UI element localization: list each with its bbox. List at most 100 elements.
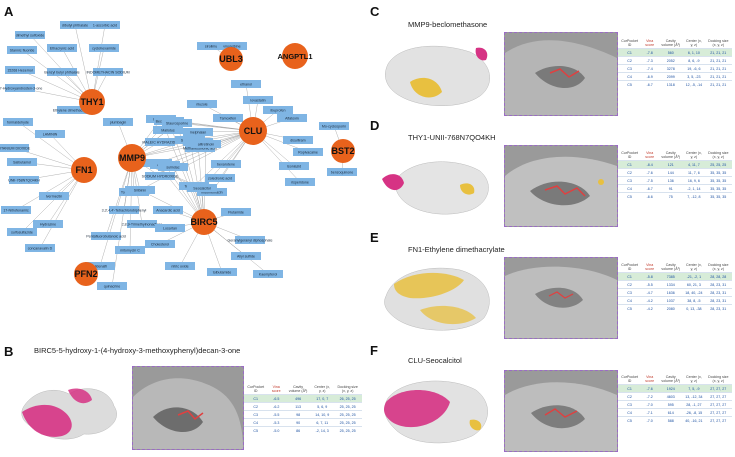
table-cell: -5.5: [641, 280, 659, 289]
hub-label: BIRC5: [190, 217, 217, 227]
drug-node: [57, 106, 87, 114]
hub-label: CLU: [244, 126, 263, 136]
table-cell: 40, -16, 21: [683, 416, 705, 424]
network-edge: [91, 24, 106, 103]
panel-d-docking-table: CurPocket ID Vina score Cavity volume (Å³)…: [618, 150, 732, 200]
drug-label: Losartan: [163, 226, 177, 230]
drug-label: alitretinoin: [198, 142, 214, 146]
drug-node: [263, 106, 293, 114]
drug-label: Benzyl butyl phthalate: [44, 70, 79, 74]
table-cell: -5.5: [267, 410, 286, 419]
network-edge: [168, 120, 205, 223]
drug-node: [89, 44, 119, 52]
table-header-cell: Center (x, y, z): [686, 263, 702, 271]
drug-label: Geranylgeranyl diphosphate: [228, 238, 273, 242]
table-cell: -7.0: [641, 416, 659, 424]
drug-node: [183, 128, 213, 136]
table-row: C3 -7.4 3278 19, -6, 6 21, 21, 21: [618, 64, 732, 73]
drug-node: [283, 136, 313, 144]
drug-node: [153, 126, 183, 134]
table-cell: 35, 35, 35: [704, 168, 732, 177]
table-cell: 27, 27, 27: [704, 384, 732, 393]
table-row: C3 -4.7 1636 18, 40, -24 28, 23, 31: [618, 288, 732, 297]
panel-label-e: E: [370, 230, 379, 245]
table-cell: C2: [618, 56, 642, 65]
table-cell: 6, 7, 11: [311, 418, 334, 427]
drug-label: Mo-cyclosporin: [322, 124, 346, 128]
table-header-cell: Vina score: [645, 151, 655, 159]
table-cell: C5: [618, 80, 642, 88]
table-cell: 496: [285, 394, 312, 403]
table-cell: -5.8: [641, 272, 659, 281]
table-cell: 1318: [658, 80, 684, 88]
panel-d-protein-structure: [382, 161, 489, 215]
drug-label: ibuprofen: [271, 108, 286, 112]
drug-label: MALEIC HYDRAZIDE: [142, 140, 178, 144]
table-row: C2 -7.6 144 11, 7, 6 35, 35, 35: [618, 168, 732, 177]
drug-node: [91, 232, 121, 240]
table-row: C1 -7.6 1924 7, 5, -9 27, 27, 27: [618, 384, 732, 393]
table-cell: C2: [618, 168, 642, 177]
drug-label: 1-ascorbic acid: [93, 23, 117, 27]
drug-node: [165, 262, 195, 270]
table-cell: 21, 21, 21: [704, 48, 732, 57]
drug-label: tolbutamide: [213, 270, 232, 274]
drug-node: [213, 114, 243, 122]
hub-node: [331, 139, 355, 163]
panel-label-a: A: [4, 4, 14, 19]
drug-node: [187, 184, 217, 192]
table-cell: -6.5: [267, 394, 286, 403]
table-cell: -7.6: [641, 384, 659, 393]
table-row: C5 -7.0 588 40, -16, 21 27, 27, 27: [618, 416, 732, 424]
table-row: C1 -5.8 7385 -21, -2, 1 28, 28, 28: [618, 272, 732, 281]
drug-label: 2,8,9-Trimethylnonadiene: [122, 222, 163, 226]
panel-e-protein-structure: [384, 267, 490, 331]
drug-node: [103, 118, 133, 126]
drug-label: 17-Hydroxyandrosten-3-one: [0, 86, 42, 90]
panel-c-docking-table: CurPocket ID Vina score Cavity volume (Å³)…: [618, 38, 732, 88]
table-cell: 144: [658, 168, 684, 177]
table-cell: 2052: [658, 56, 684, 65]
hub-node: [282, 43, 308, 69]
table-cell: 0, 13, -38: [683, 304, 705, 312]
drug-node: [5, 66, 35, 74]
table-cell: 27, 27, 27: [704, 408, 732, 417]
drug-label: riluzole: [196, 102, 207, 106]
table-header-cell: Center (x, y, z): [686, 39, 702, 47]
table-header-row: CurPocket ID Vina score Cavity volume (Å³)…: [618, 150, 732, 161]
table-cell: 86: [285, 426, 312, 434]
drug-node: [25, 244, 55, 252]
table-row: C1 -8.4 121 4, 11, 7 25, 25, 25: [618, 160, 732, 169]
drug-node: [155, 224, 185, 232]
table-header-cell: Vina score: [271, 385, 281, 393]
hub-node: [191, 209, 217, 235]
table-header-cell: Center (x, y, z): [686, 375, 702, 383]
table-cell: -7.3: [641, 56, 659, 65]
table-cell: 7, -12, 8: [683, 192, 705, 200]
table-cell: 11, 7, 6: [683, 168, 705, 177]
table-cell: C3: [618, 288, 642, 297]
network-edge: [39, 169, 85, 249]
hub-node: [71, 157, 97, 183]
drug-node: [191, 140, 221, 148]
table-cell: -6.9: [641, 72, 659, 81]
panel-e-zoom-view: [504, 257, 618, 339]
drug-label: Mallotus: [161, 128, 175, 132]
drug-label: disulfiram: [290, 138, 305, 142]
drug-node: [279, 162, 309, 170]
table-header-cell: Vina score: [645, 39, 655, 47]
table-cell: C3: [618, 176, 642, 185]
network-edge: [189, 139, 205, 223]
network-edge: [19, 69, 93, 103]
table-cell: 17, 0, 7: [311, 394, 334, 403]
table-cell: 28, 23, 31: [704, 280, 732, 289]
table-cell: -6.7: [641, 184, 659, 193]
table-cell: 588: [658, 416, 684, 424]
drug-label: formaldehyde: [7, 120, 29, 124]
table-cell: 13, -12, 34: [683, 392, 705, 401]
table-header-cell: CurPocket ID: [621, 263, 638, 271]
table-row: C4 -7.1 614 -26, -8, 15 27, 27, 27: [618, 408, 732, 417]
table-cell: C1: [618, 160, 642, 169]
table-cell: C4: [618, 72, 642, 81]
table-cell: C5: [618, 192, 642, 200]
